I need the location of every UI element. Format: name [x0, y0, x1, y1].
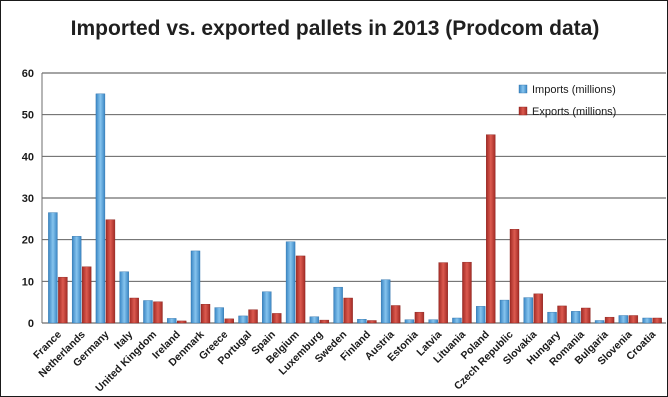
y-tick-label: 20 — [22, 235, 34, 247]
export-bar — [438, 262, 448, 324]
export-bar — [652, 317, 662, 324]
export-bar — [272, 313, 282, 324]
import-bar — [333, 286, 343, 324]
import-bar — [285, 241, 296, 324]
import-bar — [428, 319, 438, 324]
import-bar — [309, 316, 320, 324]
legend-swatch — [518, 106, 528, 116]
import-bar — [167, 318, 177, 324]
export-bar — [153, 301, 163, 324]
export-bar — [557, 305, 567, 324]
y-tick-label: 10 — [22, 276, 34, 288]
export-bar — [81, 266, 92, 324]
import-bar — [238, 315, 248, 324]
export-bar — [105, 219, 116, 324]
export-bar — [248, 309, 258, 324]
import-bar — [190, 250, 201, 324]
y-tick-label: 0 — [28, 318, 34, 330]
import-bar — [618, 315, 629, 324]
legend-label: Imports (millions) — [532, 84, 616, 96]
import-bar — [214, 307, 224, 324]
import-bar — [262, 291, 272, 324]
import-bar — [547, 311, 557, 324]
import-bar — [95, 93, 106, 324]
y-tick-label: 40 — [22, 151, 34, 163]
import-bar — [571, 311, 581, 324]
y-tick-label: 60 — [22, 68, 34, 80]
export-bar — [581, 307, 591, 324]
export-bar — [509, 229, 520, 324]
export-bar — [533, 293, 543, 324]
export-bar — [343, 297, 353, 324]
import-bar — [143, 300, 153, 324]
export-bar — [414, 311, 425, 324]
import-bar — [642, 317, 652, 324]
export-bar — [129, 297, 139, 324]
export-bar — [200, 304, 211, 324]
export-bar — [486, 134, 496, 324]
y-tick-label: 30 — [22, 193, 34, 205]
export-bar — [295, 255, 306, 324]
export-bar — [367, 320, 377, 324]
export-bar — [177, 320, 187, 324]
export-bar — [604, 316, 615, 324]
import-bar — [523, 297, 533, 324]
export-bar — [224, 318, 234, 324]
import-bar — [452, 317, 462, 324]
legend-label: Exports (millions) — [532, 106, 616, 118]
import-bar — [380, 279, 391, 324]
import-bar — [476, 306, 486, 324]
y-tick-label: 50 — [22, 110, 34, 122]
import-bar — [499, 299, 510, 324]
export-bar — [462, 261, 472, 324]
export-bar — [390, 305, 401, 324]
import-bar — [71, 236, 82, 324]
import-bar — [594, 320, 605, 324]
export-bar — [58, 276, 68, 324]
export-bar — [628, 315, 639, 324]
import-bar — [48, 212, 58, 324]
import-bar — [119, 271, 129, 324]
import-bar — [404, 319, 415, 324]
export-bar — [319, 319, 330, 324]
legend-swatch — [518, 84, 528, 94]
import-bar — [357, 319, 367, 324]
chart-title: Imported vs. exported pallets in 2013 (P… — [70, 17, 600, 40]
